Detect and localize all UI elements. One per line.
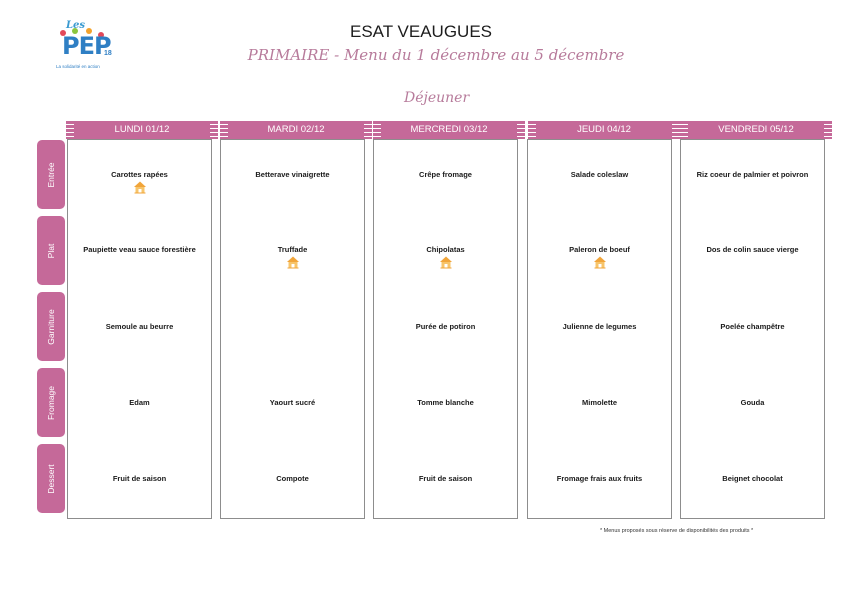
logo-les-text: Les xyxy=(66,20,86,31)
category-label: Plat xyxy=(46,243,56,258)
day-header: LUNDI 01/12 xyxy=(66,121,218,139)
day-column xyxy=(680,139,825,519)
menu-item: Betterave vinaigrette xyxy=(255,170,330,179)
pep-logo: Les PEP 18 La solidarité en action xyxy=(56,20,114,74)
menu-subtitle: PRIMAIRE - Menu du 1 décembre au 5 décem… xyxy=(247,46,625,64)
category-tab-plat: Plat xyxy=(37,216,65,285)
category-label: Garniture xyxy=(46,308,56,345)
day-header: MERCREDI 03/12 xyxy=(373,121,525,139)
category-tab-garniture: Garniture xyxy=(37,292,65,361)
day-header: MARDI 02/12 xyxy=(220,121,372,139)
menu-item: Fruit de saison xyxy=(112,474,167,483)
category-label: Dessert xyxy=(46,463,56,494)
menu-item: Chipolatas xyxy=(426,245,465,254)
house-icon xyxy=(593,256,606,269)
menu-item: Beignet chocolat xyxy=(722,474,783,483)
menu-item: Riz coeur de palmier et poivron xyxy=(696,170,809,179)
category-label: Fromage xyxy=(46,385,56,420)
logo-dot-red-2 xyxy=(98,32,104,38)
menu-item: Truffade xyxy=(277,245,308,254)
menu-item: Mimolette xyxy=(581,398,617,407)
day-column xyxy=(220,139,365,519)
menu-item: Purée de potiron xyxy=(415,322,476,331)
logo-pep-text: PEP xyxy=(62,32,112,60)
day-column xyxy=(527,139,672,519)
category-tab-dessert: Dessert xyxy=(37,444,65,513)
day-header-label: MARDI 02/12 xyxy=(267,124,325,135)
menu-item: Compote xyxy=(276,474,309,483)
category-tab-fromage: Fromage xyxy=(37,368,65,437)
menu-item: Paleron de boeuf xyxy=(569,245,630,254)
menu-item: Semoule au beurre xyxy=(105,322,174,331)
house-icon xyxy=(439,256,452,269)
menu-item: Gouda xyxy=(740,398,765,407)
menu-item: Poelée champêtre xyxy=(720,322,785,331)
menu-item: Edam xyxy=(129,398,150,407)
house-icon xyxy=(133,181,146,194)
day-header-label: VENDREDI 05/12 xyxy=(718,124,794,135)
menu-item: Yaourt sucré xyxy=(269,398,316,407)
category-label: Entrée xyxy=(46,161,56,188)
menu-item: Dos de colin sauce vierge xyxy=(706,245,799,254)
menu-item: Carottes rapées xyxy=(111,170,168,179)
menu-item: Julienne de legumes xyxy=(562,322,637,331)
day-header-label: MERCREDI 03/12 xyxy=(410,124,488,135)
logo-dot-red xyxy=(60,30,66,36)
day-header: VENDREDI 05/12 xyxy=(680,121,832,139)
house-icon xyxy=(286,256,299,269)
day-header-label: JEUDI 04/12 xyxy=(577,124,631,135)
menu-item: Paupiette veau sauce forestière xyxy=(83,245,196,254)
day-header-label: LUNDI 01/12 xyxy=(114,124,170,135)
day-header: JEUDI 04/12 xyxy=(528,121,680,139)
day-column xyxy=(373,139,518,519)
menu-item: Tomme blanche xyxy=(417,398,474,407)
logo-dot-orange xyxy=(86,28,92,34)
menu-item: Crêpe fromage xyxy=(419,170,472,179)
footnote: * Menus proposés sous réserve de disponi… xyxy=(600,528,754,534)
logo-tagline: La solidarité en action xyxy=(56,64,100,69)
page-title: ESAT VEAUGUES xyxy=(349,22,493,41)
menu-item: Salade coleslaw xyxy=(570,170,629,179)
category-tab-entree: Entrée xyxy=(37,140,65,209)
logo-dot-green xyxy=(72,28,78,34)
day-column xyxy=(67,139,212,519)
meal-label: Déjeuner xyxy=(404,90,470,106)
menu-item: Fromage frais aux fruits xyxy=(556,474,643,483)
logo-number: 18 xyxy=(104,50,112,57)
menu-item: Fruit de saison xyxy=(418,474,473,483)
